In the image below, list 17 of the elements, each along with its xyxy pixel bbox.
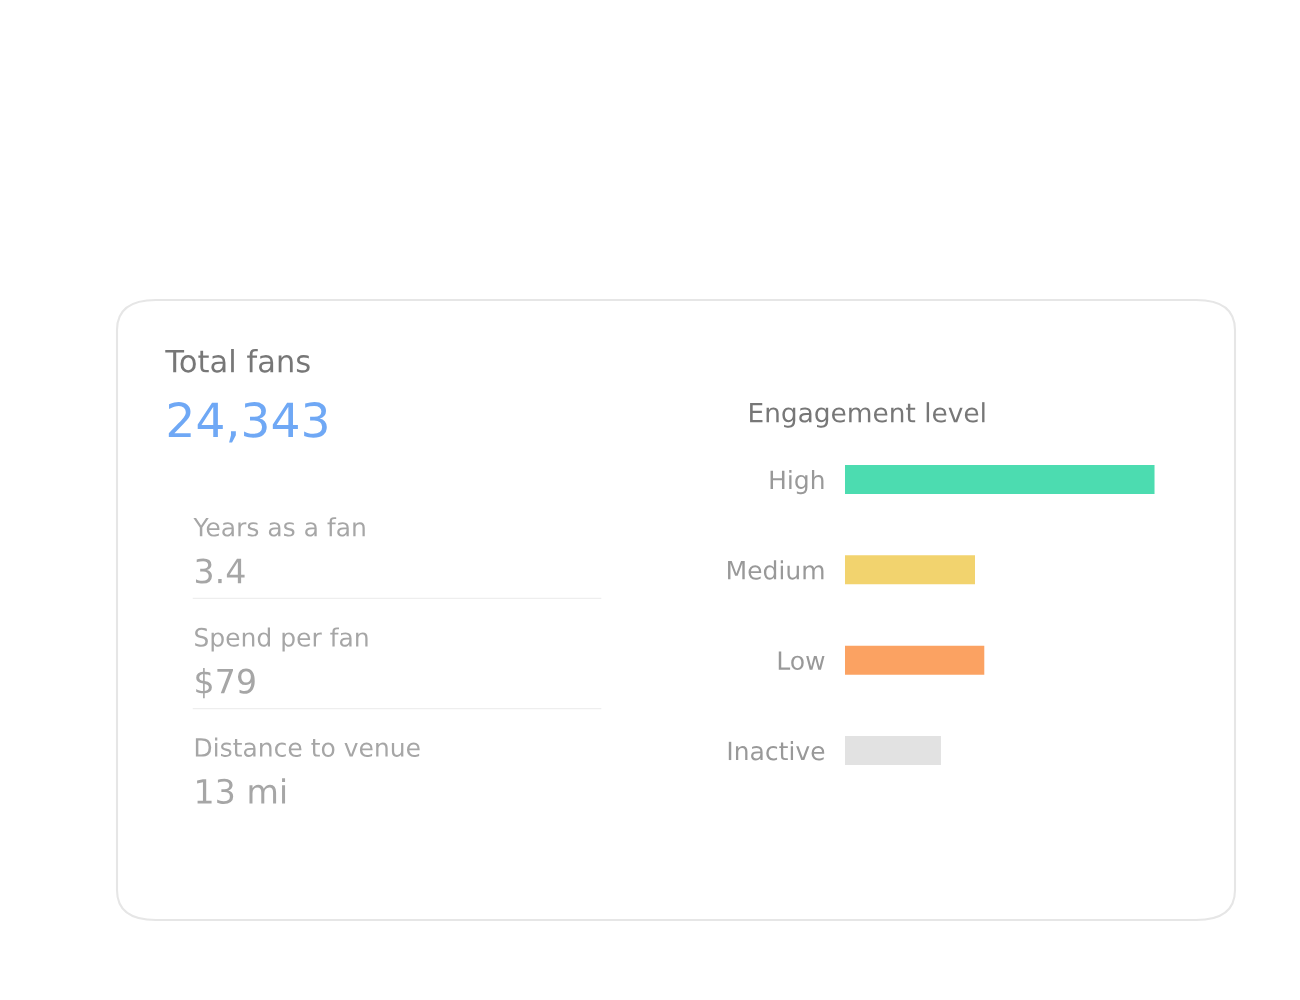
text: Spend per fan: [195, 627, 368, 652]
text: $79: [196, 668, 255, 699]
text: 24,343: [168, 402, 327, 443]
y-tick-label: Medium: [728, 560, 824, 580]
chart-title: Engagement level: [750, 402, 985, 428]
text: Years as a fan: [193, 517, 365, 537]
text: Distance to venue: [195, 737, 420, 757]
y-tick-label: Low: [778, 651, 825, 671]
bar: [845, 555, 975, 585]
bar: [845, 465, 1155, 494]
text: 3.4: [195, 558, 245, 584]
bar: [845, 736, 941, 765]
bar: [845, 645, 985, 675]
y-tick-label: High: [770, 469, 824, 495]
text: Total fans: [165, 349, 310, 373]
text: 13 mi: [197, 778, 286, 804]
y-tick-label: Inactive: [728, 741, 825, 761]
